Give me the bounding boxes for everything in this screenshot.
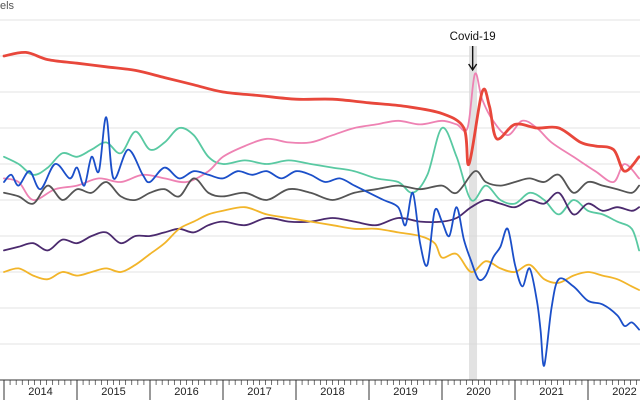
covid-annotation: Covid-19 bbox=[450, 31, 496, 72]
x-tick-label: 2018 bbox=[320, 386, 344, 398]
x-axis: 2014 2015 2016 2017 2018 2019 2020 2021 2022 bbox=[0, 379, 640, 400]
covid-annotation-label: Covid-19 bbox=[450, 31, 496, 43]
x-tick-label: 2019 bbox=[393, 386, 417, 398]
x-tick-label: 2022 bbox=[612, 386, 636, 398]
x-tick-label: 2015 bbox=[101, 386, 125, 398]
x-tick-label: 2016 bbox=[174, 386, 198, 398]
x-tick-label: 2014 bbox=[28, 386, 52, 398]
y-axis-label: els bbox=[0, 0, 15, 12]
series-line-yellow bbox=[3, 206, 640, 291]
x-tick-label: 2020 bbox=[466, 386, 490, 398]
series-lines bbox=[2, 50, 640, 367]
series-line-blue bbox=[3, 116, 640, 367]
x-tick-label: 2021 bbox=[539, 386, 563, 398]
series-line-purple bbox=[3, 191, 640, 252]
covid-arrowhead-icon bbox=[468, 63, 478, 72]
series-line-teal bbox=[3, 126, 640, 252]
covid-band bbox=[469, 46, 478, 380]
series-line-dark-grey bbox=[3, 170, 640, 205]
series-line-red bbox=[2, 50, 640, 173]
x-tick-label: 2017 bbox=[247, 386, 271, 398]
